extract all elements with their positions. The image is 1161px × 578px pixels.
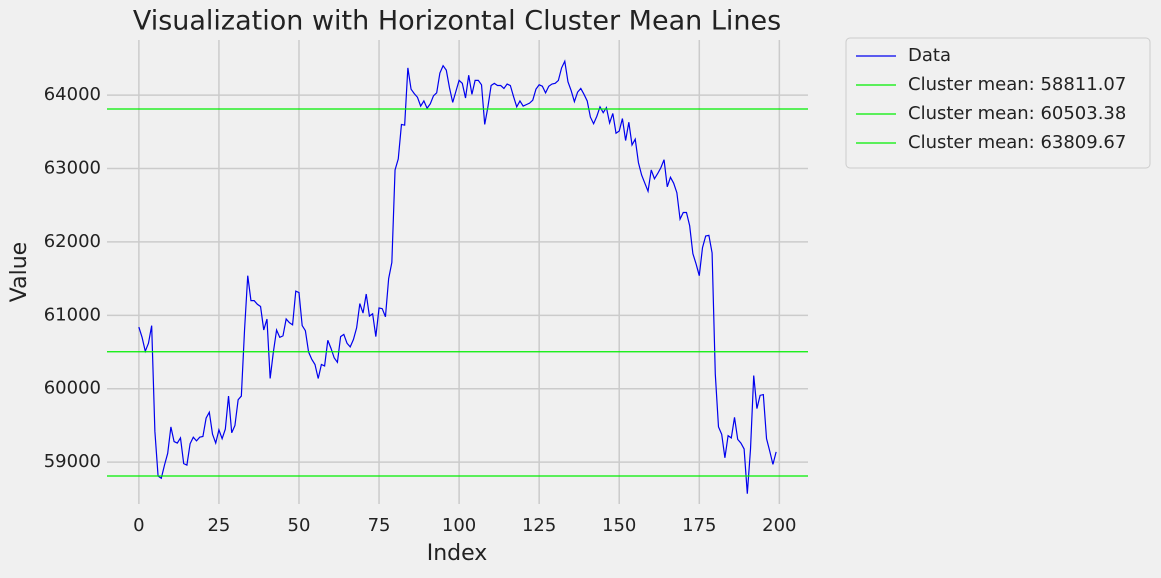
data-line	[138, 59, 777, 494]
x-tick-label: 100	[442, 515, 476, 536]
y-tick-label: 60000	[44, 378, 101, 399]
legend-box	[845, 37, 1151, 169]
x-tick-label: 150	[602, 515, 636, 536]
legend-label: Cluster mean: 60503.38	[908, 103, 1126, 124]
x-tick-label: 50	[288, 515, 311, 536]
x-tick-label: 0	[133, 515, 144, 536]
legend-label: Data	[908, 45, 951, 66]
x-tick-label: 200	[762, 515, 796, 536]
y-axis-label: Value	[7, 242, 32, 302]
x-tick-label: 25	[207, 515, 230, 536]
legend-label: Cluster mean: 63809.67	[908, 132, 1126, 153]
x-tick-label: 75	[368, 515, 391, 536]
y-tick-label: 62000	[44, 231, 101, 252]
chart-title: Visualization with Horizontal Cluster Me…	[133, 6, 781, 37]
x-tick-label: 175	[682, 515, 716, 536]
y-tick-label: 63000	[44, 157, 101, 178]
y-tick-label: 59000	[44, 451, 101, 472]
y-tick-label: 64000	[44, 84, 101, 105]
x-tick-label: 125	[522, 515, 556, 536]
y-tick-label: 61000	[44, 304, 101, 325]
x-axis-label: Index	[427, 541, 488, 566]
legend-label: Cluster mean: 58811.07	[908, 74, 1126, 95]
